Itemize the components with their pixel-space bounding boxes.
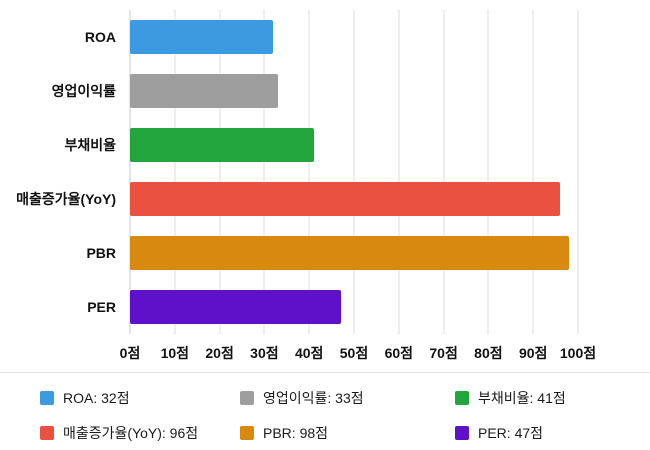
x-axis-ticks: 0점 10점 20점 30점 40점 50점 60점 70점 80점 90점 100점	[120, 334, 596, 368]
bar[interactable]	[130, 74, 278, 108]
gridline	[263, 10, 265, 334]
legend-item[interactable]: PBR: 98점	[240, 423, 455, 443]
x-tick-label: 40점	[294, 345, 324, 361]
legend-item[interactable]: 매출증가율(YoY): 96점	[40, 423, 240, 443]
x-tick-label: 30점	[250, 345, 279, 361]
x-tick-label: 90점	[518, 345, 548, 361]
legend-swatch	[240, 426, 254, 440]
legend-label: 영업이익률: 33점	[263, 390, 364, 406]
x-tick-label: 10점	[160, 345, 190, 361]
gridline	[353, 10, 355, 334]
bar[interactable]	[130, 20, 274, 54]
bar-row: PER	[87, 280, 578, 334]
x-tick-label: 0점	[119, 345, 141, 361]
legend-label: PBR: 98점	[263, 425, 329, 441]
legend-label: 부채비율: 41점	[478, 390, 566, 406]
bar[interactable]	[130, 236, 570, 270]
bar-row: 영업이익률	[52, 64, 578, 118]
x-tick-label: 80점	[474, 345, 503, 361]
bar[interactable]	[130, 290, 341, 324]
gridline	[129, 10, 131, 334]
legend-label: PER: 47점	[478, 425, 544, 441]
legend-swatch	[455, 426, 469, 440]
category-label: PBR	[86, 245, 116, 261]
bar[interactable]	[130, 128, 314, 162]
legend-item[interactable]: 영업이익률: 33점	[240, 388, 455, 408]
legend-label: 매출증가율(YoY): 96점	[63, 425, 199, 441]
legend-item[interactable]: 부채비율: 41점	[455, 388, 640, 408]
legend-swatch	[40, 426, 54, 440]
gridline	[308, 10, 310, 334]
bar-row: 부채비율	[64, 118, 578, 172]
bar-row: 매출증가율(YoY)	[16, 172, 578, 226]
legend-item[interactable]: PER: 47점	[455, 423, 640, 443]
bar-row: ROA	[85, 10, 578, 64]
gridline	[443, 10, 445, 334]
category-label: 영업이익률	[51, 83, 116, 99]
x-tick-label: 50점	[339, 345, 369, 361]
legend-label: ROA: 32점	[63, 390, 130, 406]
category-label: 부채비율	[64, 137, 116, 153]
x-tick-label: 100점	[559, 345, 597, 361]
category-label: ROA	[84, 29, 116, 45]
gridline	[398, 10, 400, 334]
category-label: PER	[87, 299, 116, 315]
gridline	[577, 10, 579, 334]
legend-swatch	[40, 391, 54, 405]
x-tick-label: 70점	[429, 345, 458, 361]
x-tick-label: 20점	[205, 345, 234, 361]
category-label: 매출증가율(YoY)	[16, 191, 116, 207]
gridlines	[129, 10, 579, 334]
bar[interactable]	[130, 182, 561, 216]
gridline	[174, 10, 176, 334]
x-tick-label: 60점	[384, 345, 414, 361]
gridline	[219, 10, 221, 334]
gridline	[487, 10, 489, 334]
legend-swatch	[455, 391, 469, 405]
legend-item[interactable]: ROA: 32점	[40, 388, 240, 408]
gridline	[532, 10, 534, 334]
bar-row: PBR	[86, 226, 578, 280]
axis-separator	[0, 372, 650, 373]
legend-swatch	[240, 391, 254, 405]
